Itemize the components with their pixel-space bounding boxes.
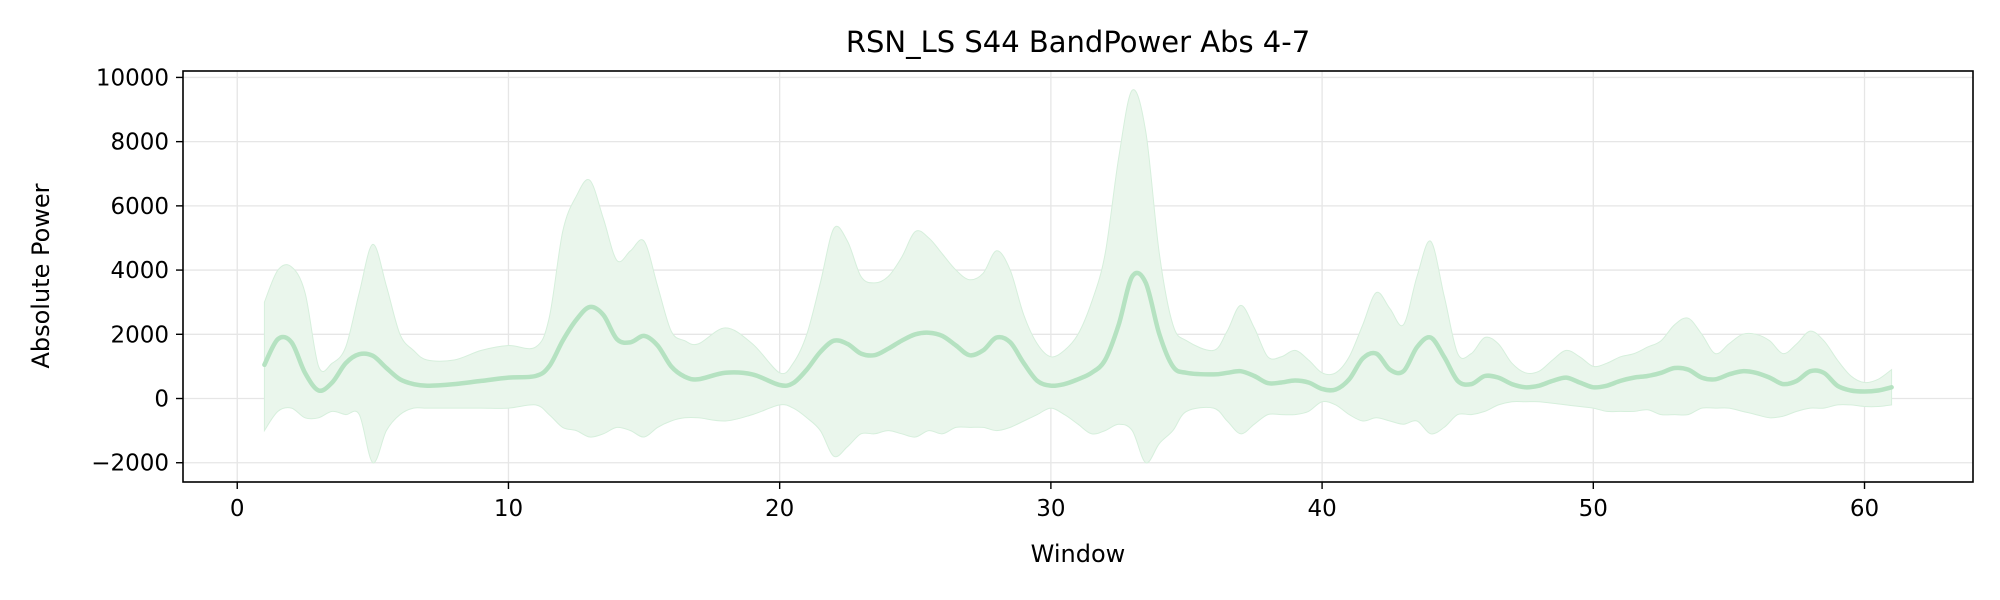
x-axis-ticks: 0 10 20 30 40 50 60 xyxy=(230,482,1879,522)
x-axis-label: Window xyxy=(1031,540,1126,568)
y-axis-label: Absolute Power xyxy=(27,183,55,368)
x-tick-label: 10 xyxy=(494,496,523,522)
x-tick-label: 60 xyxy=(1850,496,1879,522)
chart-title: RSN_LS S44 BandPower Abs 4-7 xyxy=(846,25,1310,59)
y-tick-label: 0 xyxy=(154,387,169,413)
y-tick-label: 8000 xyxy=(110,130,169,156)
y-tick-label: 6000 xyxy=(110,194,169,220)
y-tick-label: 2000 xyxy=(110,322,169,348)
y-tick-label: 4000 xyxy=(110,258,169,284)
mean-line xyxy=(262,270,1894,394)
x-tick-label: 20 xyxy=(765,496,794,522)
y-tick-label: 10000 xyxy=(96,65,169,91)
y-axis-ticks: −2000 0 2000 4000 6000 8000 10000 xyxy=(91,65,183,477)
x-tick-label: 50 xyxy=(1579,496,1608,522)
plot-frame xyxy=(182,70,1974,483)
mean-series-line xyxy=(262,270,1894,394)
x-tick-label: 0 xyxy=(230,496,245,522)
x-tick-label: 40 xyxy=(1307,496,1336,522)
x-tick-label: 30 xyxy=(1036,496,1065,522)
y-tick-label: −2000 xyxy=(91,451,169,477)
